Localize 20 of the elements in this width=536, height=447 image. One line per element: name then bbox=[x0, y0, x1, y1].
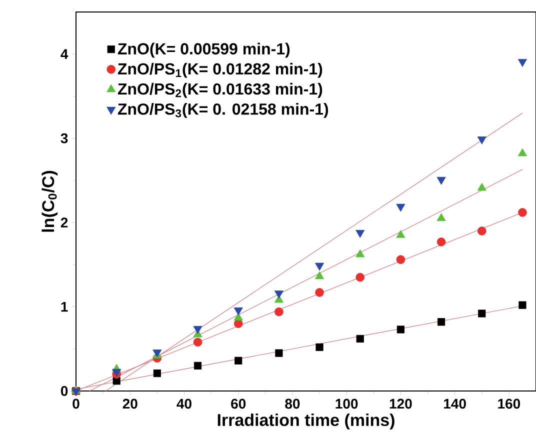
y-tick-label: 3 bbox=[60, 133, 68, 144]
x-tick-label: 100 bbox=[336, 398, 358, 409]
x-tick-label: 0 bbox=[72, 398, 80, 409]
y-tick-label: 4 bbox=[60, 49, 68, 59]
legend-label: ZnO/PS$_{3}$(K= 0. 02158 min-1) bbox=[118, 103, 328, 118]
y-tick-label: 2 bbox=[60, 218, 68, 228]
x-tick-label: 140 bbox=[444, 398, 466, 409]
legend-label: ZnO(K= 0.00599 min-1) bbox=[118, 42, 290, 58]
x-axis-title: Irradiation time (mins) bbox=[218, 414, 394, 430]
x-tick-label: 60 bbox=[231, 398, 246, 409]
y-tick-label: 1 bbox=[61, 302, 68, 312]
y-tick-label: 0 bbox=[60, 386, 68, 396]
x-tick-label: 40 bbox=[176, 398, 192, 409]
x-tick-label: 80 bbox=[285, 398, 300, 409]
legend-label: ZnO/PS$_{1}$(K= 0.01282 min-1) bbox=[118, 62, 322, 78]
y-axis-title: ln(C$_{0}$/C) bbox=[42, 170, 58, 232]
x-tick-label: 160 bbox=[498, 398, 520, 409]
x-tick-label: 20 bbox=[122, 398, 138, 409]
legend-label: ZnO/PS$_{2}$(K= 0.01633 min-1) bbox=[118, 82, 322, 98]
x-tick-label: 120 bbox=[390, 398, 412, 409]
